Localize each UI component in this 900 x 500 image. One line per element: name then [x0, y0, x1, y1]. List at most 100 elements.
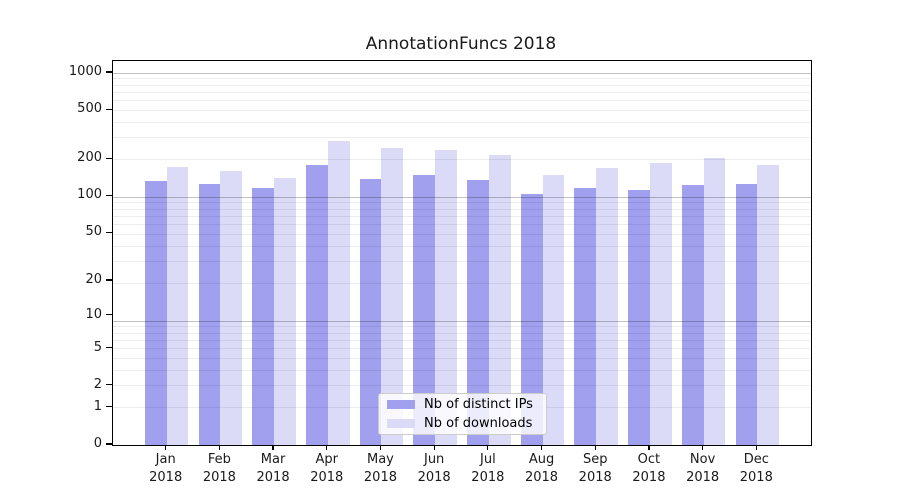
- plot-area: [112, 60, 812, 446]
- x-axis-month-label: Oct 2018: [619, 451, 679, 487]
- gridline-minor: [113, 109, 811, 111]
- legend-label-downloads: Nb of downloads: [424, 415, 533, 431]
- bar-distinct-ips: [359, 179, 382, 445]
- x-axis-tick-mark: [594, 445, 596, 450]
- month-year: 2018: [739, 470, 773, 485]
- gridline-minor: [113, 137, 811, 139]
- month-year: 2018: [363, 470, 397, 485]
- bar-distinct-ips: [628, 190, 650, 445]
- gridline-minor: [113, 283, 811, 285]
- x-axis-month-label: Nov 2018: [673, 451, 733, 487]
- gridline-minor: [113, 357, 811, 359]
- month-name: Nov: [689, 452, 716, 467]
- legend-swatch-downloads: [387, 418, 415, 428]
- bar-distinct-ips: [735, 184, 758, 445]
- y-axis-tick-label: 20: [85, 272, 102, 288]
- y-axis-tick-mark: [106, 314, 112, 316]
- x-axis-month-label: Jan 2018: [136, 451, 196, 487]
- x-axis-month-label: Aug 2018: [512, 451, 572, 487]
- bar-downloads: [757, 165, 780, 445]
- bar-distinct-ips: [144, 180, 167, 445]
- x-axis-tick-mark: [165, 445, 167, 450]
- y-axis-tick-mark: [106, 71, 112, 73]
- y-axis-tick-mark: [106, 443, 112, 445]
- month-name: Jun: [423, 452, 445, 467]
- x-axis-month-label: May 2018: [350, 451, 410, 487]
- x-axis-tick-mark: [702, 445, 704, 450]
- y-axis-tick-label: 500: [77, 101, 102, 117]
- gridline-major: [113, 196, 811, 198]
- gridline-minor: [113, 202, 811, 204]
- bar-downloads: [381, 148, 404, 445]
- y-axis-tick-mark: [106, 157, 112, 159]
- legend-swatch-distinct-ips: [387, 400, 415, 410]
- gridline-minor: [113, 245, 811, 247]
- x-axis-month-label: Jul 2018: [458, 451, 518, 487]
- month-name: Dec: [743, 452, 769, 467]
- y-axis-tick-mark: [106, 406, 112, 408]
- y-axis-tick-mark: [106, 279, 112, 281]
- bar-downloads: [488, 155, 511, 445]
- x-axis-month-label: Mar 2018: [243, 451, 303, 487]
- x-axis-month-label: Apr 2018: [297, 451, 357, 487]
- gridline-minor: [113, 385, 811, 387]
- month-name: Mar: [260, 452, 286, 467]
- y-axis-tick-label: 100: [77, 187, 102, 203]
- bar-downloads: [220, 171, 243, 445]
- y-axis-tick-label: 200: [77, 150, 102, 166]
- gridline-minor: [113, 208, 811, 210]
- bar-distinct-ips: [305, 165, 328, 445]
- gridline-minor: [113, 84, 811, 86]
- bar-downloads: [542, 174, 565, 445]
- month-name: Feb: [207, 452, 231, 467]
- bar-downloads: [274, 178, 296, 445]
- month-year: 2018: [149, 470, 183, 485]
- gridline-major: [113, 72, 811, 74]
- month-name: Oct: [637, 452, 661, 467]
- x-axis-month-label: Jun 2018: [404, 451, 464, 487]
- gridline-minor: [113, 91, 811, 93]
- bar-downloads: [435, 150, 457, 445]
- legend: Nb of distinct IPs Nb of downloads: [378, 393, 547, 435]
- x-axis-tick-mark: [218, 445, 220, 450]
- gridline-minor: [113, 348, 811, 349]
- month-name: Jul: [480, 452, 496, 467]
- month-name: May: [367, 452, 394, 467]
- bar-distinct-ips: [574, 188, 597, 445]
- month-year: 2018: [202, 470, 236, 485]
- x-axis-tick-mark: [326, 445, 328, 450]
- bar-downloads: [703, 157, 726, 445]
- y-axis-tick-label: 0: [93, 436, 102, 451]
- month-year: 2018: [524, 470, 559, 485]
- bar-distinct-ips: [520, 194, 543, 445]
- gridline-minor: [113, 78, 811, 80]
- y-axis-tick-label: 1000: [68, 63, 102, 79]
- month-name: Sep: [582, 452, 608, 467]
- y-axis-tick-mark: [106, 384, 112, 386]
- legend-item-distinct-ips: Nb of distinct IPs: [379, 397, 546, 413]
- x-axis-tick-mark: [379, 445, 382, 450]
- legend-item-downloads: Nb of downloads: [379, 415, 546, 431]
- x-axis-tick-mark: [487, 445, 489, 450]
- month-year: 2018: [632, 470, 666, 485]
- bar-distinct-ips: [198, 184, 221, 445]
- bar-downloads: [327, 141, 350, 445]
- x-axis-tick-mark: [755, 445, 757, 450]
- gridline-minor: [113, 159, 811, 161]
- gridline-minor: [113, 261, 811, 263]
- gridline-minor: [113, 215, 811, 217]
- chart-title: AnnotationFuncs 2018: [365, 34, 557, 54]
- y-axis-tick-label: 5: [93, 339, 102, 355]
- x-axis-month-label: Sep 2018: [565, 451, 625, 487]
- month-name: Apr: [315, 452, 339, 467]
- x-axis-month-label: Feb 2018: [189, 451, 249, 487]
- month-year: 2018: [471, 470, 505, 485]
- gridline-major: [113, 320, 811, 322]
- month-year: 2018: [578, 470, 612, 485]
- month-year: 2018: [256, 470, 290, 485]
- gridline-minor: [113, 121, 811, 123]
- gridline-minor: [113, 369, 811, 371]
- gridline-minor: [113, 332, 811, 334]
- bar-downloads: [596, 168, 619, 445]
